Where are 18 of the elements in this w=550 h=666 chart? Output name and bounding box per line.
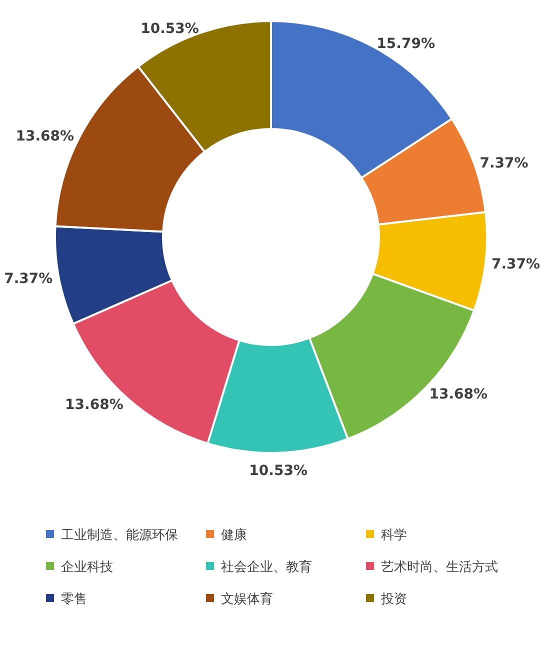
data-label: 15.79% <box>376 36 435 52</box>
legend-label: 健康 <box>221 528 247 543</box>
data-label: 7.37% <box>480 155 528 172</box>
legend-label: 艺术时尚、生活方式 <box>381 559 498 575</box>
legend-label: 社会企业、教育 <box>221 559 312 575</box>
data-label: 13.68% <box>16 128 74 145</box>
data-label: 7.37% <box>4 271 53 288</box>
data-label: 10.53% <box>249 462 308 479</box>
legend-label: 工业制造、能源环保 <box>61 528 178 543</box>
data-label: 13.68% <box>65 396 124 413</box>
legend-label: 企业科技 <box>61 560 113 575</box>
legend-label: 文娱体育 <box>221 591 273 607</box>
data-label: 13.68% <box>429 386 488 403</box>
legend-label: 零售 <box>61 592 87 607</box>
data-label: 10.53% <box>140 21 199 38</box>
legend-label: 科学 <box>381 528 407 543</box>
data-label: 7.37% <box>492 256 540 273</box>
legend-label: 投资 <box>380 592 407 607</box>
